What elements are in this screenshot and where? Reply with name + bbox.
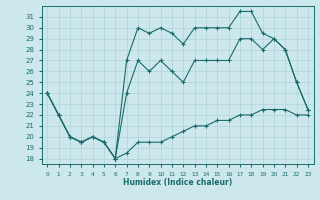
X-axis label: Humidex (Indice chaleur): Humidex (Indice chaleur) [123, 178, 232, 187]
